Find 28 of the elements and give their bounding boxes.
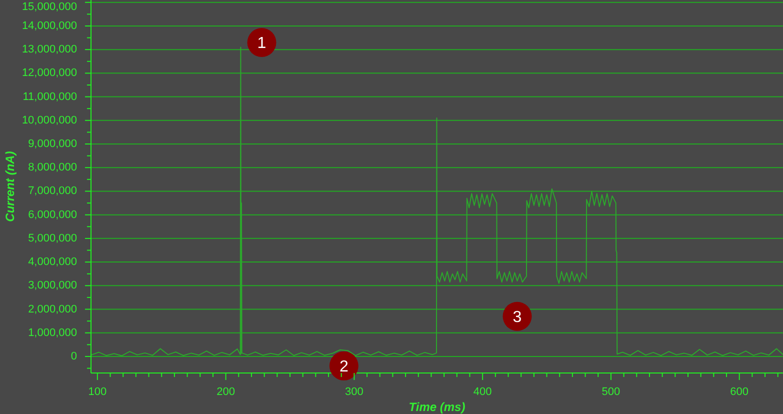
x-axis-title: Time (ms) — [408, 400, 466, 414]
line-series — [91, 46, 783, 356]
y-tick-label: 7,000,000 — [28, 185, 77, 198]
x-tick-label: 400 — [473, 386, 492, 398]
y-tick-label: 4,000,000 — [28, 256, 77, 268]
y-tick-label: 9,000,000 — [28, 138, 77, 150]
y-tick-label: 12,000,000 — [22, 67, 77, 80]
y-tick-label: 13,000,000 — [22, 44, 77, 56]
annotation: 2 — [339, 358, 348, 376]
x-tick-label: 300 — [345, 386, 364, 398]
x-tick-label: 200 — [216, 386, 235, 398]
x-tick-label: 600 — [730, 386, 749, 398]
y-tick-label: 8,000,000 — [28, 162, 77, 174]
x-tick-label: 100 — [88, 386, 107, 398]
annotation: 1 — [257, 34, 266, 52]
y-axis-title: Current (nA) — [3, 151, 17, 222]
y-tick-label: 6,000,000 — [28, 208, 77, 221]
y-tick-label: 14,000,000 — [22, 20, 77, 32]
x-tick-label: 500 — [602, 386, 620, 398]
y-tick-label: 5,000,000 — [28, 232, 77, 244]
y-tick-label: 0 — [70, 350, 77, 362]
y-tick-label: 2,000,000 — [28, 303, 77, 316]
y-tick-label: 15,000,000 — [22, 1, 77, 13]
y-tick-label: 10,000,000 — [22, 114, 77, 126]
y-tick-label: 11,000,000 — [22, 90, 77, 103]
y-tick-label: 1,000,000 — [28, 326, 77, 339]
annotation: 3 — [512, 308, 522, 326]
y-tick-label: 3,000,000 — [28, 280, 77, 292]
